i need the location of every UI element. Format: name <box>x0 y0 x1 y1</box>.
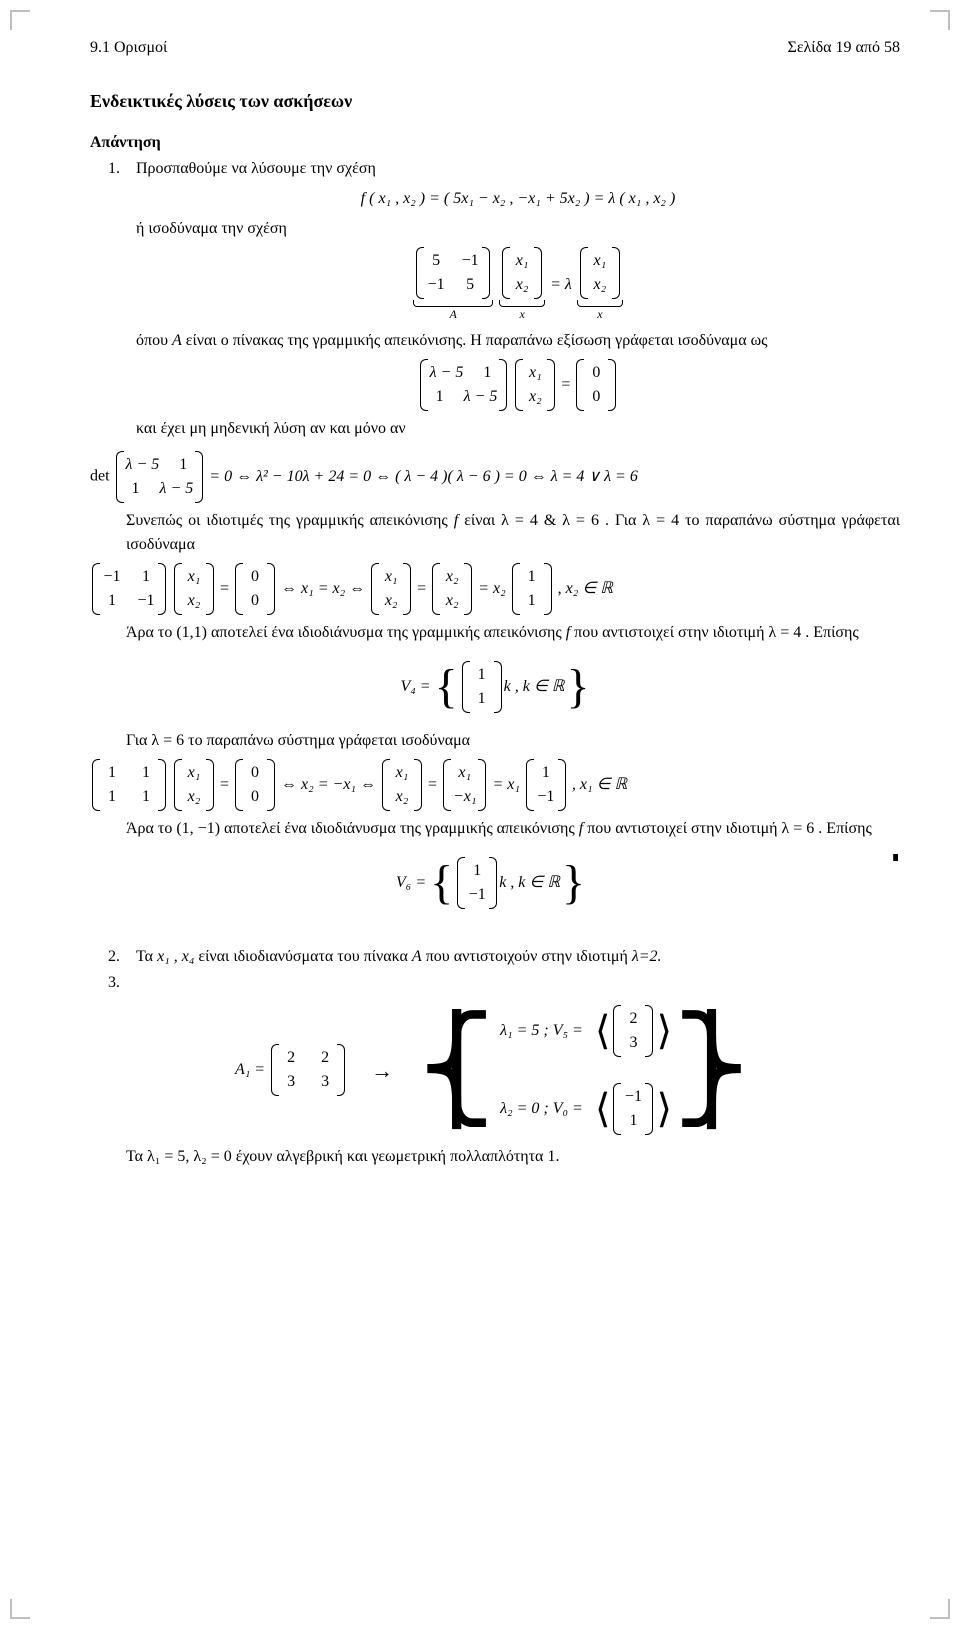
item-1-line1: Προσπαθούμε να λύσουμε την σχέση <box>136 160 376 177</box>
matrix-ones: 11 11 <box>92 759 166 811</box>
vector-x6b: x₁ x₂ <box>382 759 422 811</box>
corner-mark-tl <box>10 10 30 30</box>
underlabel-A: A <box>449 307 456 321</box>
eq-A1-cases: A₁ = 22 33 → ⎧⎨⎩ λ₁ = 5 ; V₅ = 2 3 <box>90 1001 900 1139</box>
vector-1m1: 1 −1 <box>526 759 566 811</box>
item-1-line2: ή ισοδύναμα την σχέση <box>136 217 900 241</box>
item-2: 2. Τα x₁ , x₄ είναι ιδιοδιανύσματα του π… <box>108 945 900 969</box>
vector-x7: x₁ −x₁ <box>443 759 486 811</box>
item-1-number: 1. <box>108 157 126 445</box>
item-1: 1. Προσπαθούμε να λύσουμε την σχέση f ( … <box>108 157 900 445</box>
vector-11: 1 1 <box>512 563 552 615</box>
matrix-A: 5−1 −15 <box>416 247 490 299</box>
vector-zero2: 0 0 <box>235 563 275 615</box>
vector-x-rhs: x₁ x₂ <box>580 247 620 299</box>
eq2-mid: = λ <box>550 276 572 293</box>
item-3: 3. <box>108 971 900 995</box>
eq-lambda4-system: −11 1−1 x₁ x₂ = 0 0 ⇔ x₁ = x₂ ⇔ x₁ x₂ = … <box>90 563 900 615</box>
vector-x5: x₂ x₂ <box>432 563 472 615</box>
item-3-number: 3. <box>108 971 126 995</box>
det-prefix: det <box>90 468 110 485</box>
vector-zero: 0 0 <box>576 359 616 411</box>
item-1-line7: Για λ = 6 το παραπάνω σύστημα γράφεται ι… <box>126 729 900 753</box>
underlabel-x1: x <box>519 307 524 321</box>
arrow-map: → <box>371 1054 393 1087</box>
corner-mark-bl <box>10 1599 30 1619</box>
header-left: 9.1 Ορισμοί <box>90 36 167 60</box>
underlabel-x2: x <box>597 307 602 321</box>
page: 9.1 Ορισμοί Σελίδα 19 από 58 Ενδεικτικές… <box>0 0 960 1629</box>
vector-x6a: x₁ x₂ <box>174 759 214 811</box>
case-block: ⎧⎨⎩ λ₁ = 5 ; V₅ = 2 3 λ₂ = 0 ; V₀ = <box>417 1001 755 1139</box>
item-1-line6: Άρα το (1,1) αποτελεί ένα ιδιοδιάνυσμα τ… <box>126 621 900 645</box>
eq-V4: V₄ = 1 1 k , k ∈ ℝ <box>90 651 900 723</box>
eq-lambda6-system: 11 11 x₁ x₂ = 0 0 ⇔ x₂ = −x₁ ⇔ x₁ x₂ = x… <box>90 759 900 811</box>
matrix-det: λ − 51 1λ − 5 <box>116 451 204 503</box>
matrix-minus: −11 1−1 <box>92 563 166 615</box>
vector-x: x₁ x₂ <box>502 247 542 299</box>
vector-m11: −1 1 <box>613 1083 653 1135</box>
header-right: Σελίδα 19 από 58 <box>788 36 900 60</box>
item-1-line3: όπου A είναι ο πίνακας της γραμμικής απε… <box>136 329 900 353</box>
eq3-eq: = <box>561 373 570 397</box>
corner-mark-tr <box>930 10 950 30</box>
vector-x4a: x₁ x₂ <box>174 563 214 615</box>
content: 1. Προσπαθούμε να λύσουμε την σχέση f ( … <box>90 157 900 1169</box>
qed-mark: ∎ <box>891 847 900 868</box>
item-1-line8: Άρα το (1, −1) αποτελεί ένα ιδιοδιάνυσμα… <box>126 817 900 841</box>
eq-V6: V₆ = 1 −1 k , k ∈ ℝ ∎ <box>90 847 900 919</box>
set-V4: 1 1 k , k ∈ ℝ <box>435 651 590 723</box>
item-3-last-line: Τα λ₁ = 5, λ₂ = 0 έχουν αλγεβρική και γε… <box>126 1145 900 1169</box>
vector-x3: x₁ x₂ <box>515 359 555 411</box>
vector-23: 2 3 <box>613 1005 653 1057</box>
eq-det-chain: det λ − 51 1λ − 5 = 0 ⇔ λ² − 10λ + 24 = … <box>90 451 900 503</box>
eq-matrix-eigen: 5−1 −15 A x₁ x₂ x = λ <box>136 247 900 323</box>
eq-char-system: λ − 51 1λ − 5 x₁ x₂ = 0 0 <box>136 359 900 411</box>
eq-f-def-text: f ( x₁ , x₂ ) = ( 5x₁ − x₂ , −x₁ + 5x₂ )… <box>361 190 676 207</box>
item-1-line5: Συνεπώς οι ιδιοτιμές της γραμμικής απεικ… <box>126 509 900 557</box>
answer-heading: Απάντηση <box>90 131 900 155</box>
page-header: 9.1 Ορισμοί Σελίδα 19 από 58 <box>90 36 900 60</box>
item-1-line4: και έχει μη μηδενική λύση αν και μόνο αν <box>136 417 900 441</box>
solutions-title: Ενδεικτικές λύσεις των ασκήσεων <box>90 88 900 115</box>
matrix-lambda: λ − 51 1λ − 5 <box>420 359 508 411</box>
vector-zero3: 0 0 <box>235 759 275 811</box>
set-V6: 1 −1 k , k ∈ ℝ <box>430 847 585 919</box>
item-2-number: 2. <box>108 945 126 969</box>
corner-mark-br <box>930 1599 950 1619</box>
matrix-A1: 22 33 <box>271 1044 345 1096</box>
vector-x4b: x₁ x₂ <box>371 563 411 615</box>
det-chain-text: = 0 ⇔ λ² − 10λ + 24 = 0 ⇔ ( λ − 4 )( λ −… <box>209 468 638 485</box>
eq-f-def: f ( x₁ , x₂ ) = ( 5x₁ − x₂ , −x₁ + 5x₂ )… <box>136 187 900 211</box>
